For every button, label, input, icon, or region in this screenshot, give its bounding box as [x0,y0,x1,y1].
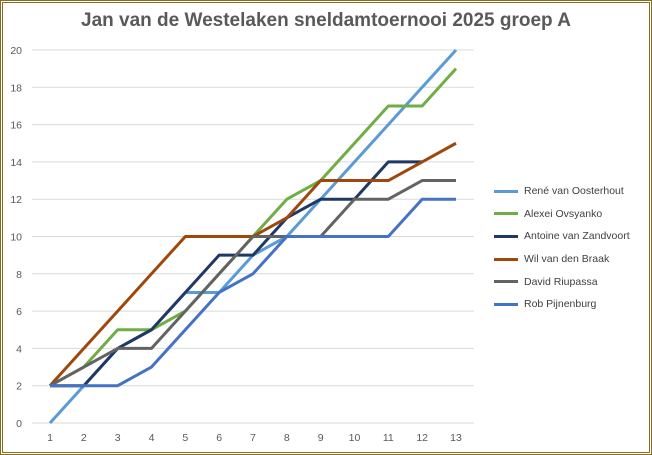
y-tick-label: 18 [10,82,22,94]
x-tick-label: 2 [81,432,87,444]
legend: René van Oosterhout Alexei Ovsyanko Antoin… [494,180,644,316]
legend-item: Wil van den Braak [494,248,644,271]
series-line-6 [50,197,456,388]
chart-title: Jan van de Westelaken sneldamtoernooi 20… [81,10,571,31]
legend-label: René van Oosterhout [524,185,624,198]
legend-item: David Riupassa [494,270,644,293]
x-tick-label: 13 [450,432,462,444]
legend-label: David Riupassa [524,275,598,288]
y-tick-label: 0 [16,418,22,430]
legend-label: Alexei Ovsyanko [524,207,603,220]
y-tick-label: 2 [16,381,22,393]
legend-item: René van Oosterhout [494,180,644,203]
legend-item: Alexei Ovsyanko [494,203,644,226]
series-lines [48,48,458,425]
y-tick-label: 12 [10,194,22,206]
y-tick-label: 20 [10,45,22,57]
legend-item: Antoine van Zandvoort [494,225,644,248]
legend-label: Antoine van Zandvoort [524,230,630,243]
y-tick-label: 8 [16,269,22,281]
series-line-4 [48,141,457,387]
x-tick-label: 11 [383,432,394,444]
y-tick-label: 4 [16,343,22,355]
y-tick-label: 14 [10,157,22,169]
x-axis-ticks: 1 2 3 4 5 6 7 8 9 10 11 12 13 [47,432,462,444]
legend-item: Rob Pijnenburg [494,293,644,316]
legend-swatch [494,212,518,216]
y-axis-ticks: 0 2 4 6 8 10 12 14 16 18 20 [10,45,22,430]
x-tick-label: 3 [115,432,121,444]
legend-swatch [494,257,518,261]
legend-label: Wil van den Braak [524,253,610,266]
x-tick-label: 9 [318,432,324,444]
y-tick-label: 6 [16,306,22,318]
x-tick-label: 1 [47,432,53,444]
legend-label: Rob Pijnenburg [524,298,597,311]
series-line-5 [49,179,456,388]
x-tick-label: 7 [250,432,256,444]
x-tick-label: 4 [149,432,155,444]
y-tick-label: 16 [10,120,22,132]
legend-swatch [494,280,518,284]
legend-swatch [494,302,518,306]
x-tick-label: 5 [182,432,188,444]
legend-swatch [494,189,518,193]
x-tick-label: 12 [416,432,428,444]
y-tick-label: 10 [10,232,22,244]
x-tick-label: 10 [349,432,361,444]
x-tick-label: 8 [284,432,290,444]
legend-swatch [494,234,518,238]
x-tick-label: 6 [216,432,222,444]
